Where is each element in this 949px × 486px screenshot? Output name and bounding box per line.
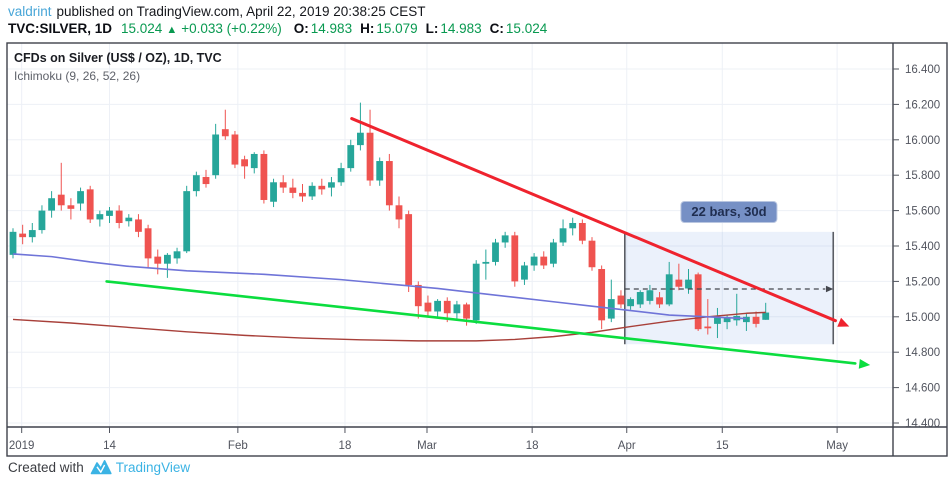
- price-axis-label: 15.800: [905, 170, 940, 182]
- ohlc-values: O: 14.983 H: 15.079 L: 14.983 C: 15.024: [286, 21, 547, 36]
- price-axis-label: 16.000: [905, 135, 940, 147]
- ohlc-value: 14.983: [440, 21, 482, 36]
- publish-info: valdrint published on TradingView.com, Ap…: [8, 4, 426, 19]
- candlesticks[interactable]: [9, 102, 770, 339]
- legend-indicator[interactable]: Ichimoku (9, 26, 52, 26): [14, 68, 141, 83]
- time-axis-label: Apr: [618, 440, 636, 452]
- price-axis-label: 16.200: [905, 99, 940, 111]
- ohlc-value: 15.079: [376, 21, 418, 36]
- created-with-text: Created with: [8, 459, 84, 475]
- last-price: 15.024: [121, 21, 163, 36]
- price-axis-label: 15.400: [905, 241, 940, 253]
- published-text: published on TradingView.com, April 22, …: [56, 4, 426, 19]
- range-measure-label: 22 bars, 30d: [680, 201, 778, 223]
- ohlc-key: L:: [425, 21, 439, 36]
- up-arrow-icon: ▲: [166, 24, 178, 36]
- username-link[interactable]: valdrint: [8, 4, 52, 19]
- time-axis[interactable]: 2019 14 Feb 18 Mar 18 Apr 15 May: [9, 427, 848, 452]
- grid-lines: [7, 43, 893, 427]
- chart-legend: CFDs on Silver (US$ / OZ), 1D, TVC Ichim…: [14, 51, 222, 84]
- quote-line: TVC:SILVER, 1D 15.024 ▲ +0.033 (+0.22%) …: [8, 21, 547, 36]
- time-axis-label: 18: [339, 440, 352, 452]
- time-axis-label: 15: [716, 440, 729, 452]
- price-change: +0.033 (+0.22%): [181, 21, 282, 36]
- time-axis-label: 18: [526, 440, 539, 452]
- kijun-line: [12, 311, 766, 342]
- time-axis-label: 2019: [9, 440, 35, 452]
- price-axis-label: 15.000: [905, 312, 940, 324]
- price-axis-label: 16.400: [905, 64, 940, 76]
- price-axis-label: 14.800: [905, 347, 940, 359]
- descending-resistance[interactable]: [350, 117, 850, 327]
- time-axis-label: Mar: [417, 440, 437, 452]
- ohlc-key: O:: [293, 21, 309, 36]
- footer-attribution: Created with TradingView: [8, 459, 190, 475]
- ohlc-value: 15.024: [505, 21, 548, 36]
- price-axis-label: 14.400: [905, 418, 940, 430]
- range-measure-box: [624, 231, 835, 345]
- legend-symbol-title[interactable]: CFDs on Silver (US$ / OZ), 1D, TVC: [14, 51, 222, 65]
- ohlc-key: C:: [489, 21, 504, 36]
- time-axis-label: 14: [103, 440, 116, 452]
- tenkan-line: [12, 253, 747, 320]
- time-axis-label: Feb: [228, 440, 248, 452]
- tradingview-logo-icon[interactable]: [90, 459, 112, 475]
- tradingview-brand-link[interactable]: TradingView: [115, 459, 191, 475]
- price-axis-label: 15.200: [905, 276, 940, 288]
- ichimoku-lines: [12, 253, 766, 342]
- descending-support[interactable]: [105, 280, 871, 369]
- ohlc-value: 14.983: [310, 21, 353, 36]
- time-axis-label: May: [826, 440, 848, 452]
- price-axis-label: 15.600: [905, 206, 940, 218]
- ohlc-key: H:: [360, 21, 375, 36]
- symbol-interval[interactable]: TVC:SILVER, 1D: [8, 21, 113, 36]
- measure-dashed-line: [624, 285, 834, 293]
- price-axis[interactable]: 16.400 16.200 16.000 15.800 15.600 15.400 15.2…: [893, 64, 940, 430]
- price-axis-label: 14.600: [905, 383, 940, 395]
